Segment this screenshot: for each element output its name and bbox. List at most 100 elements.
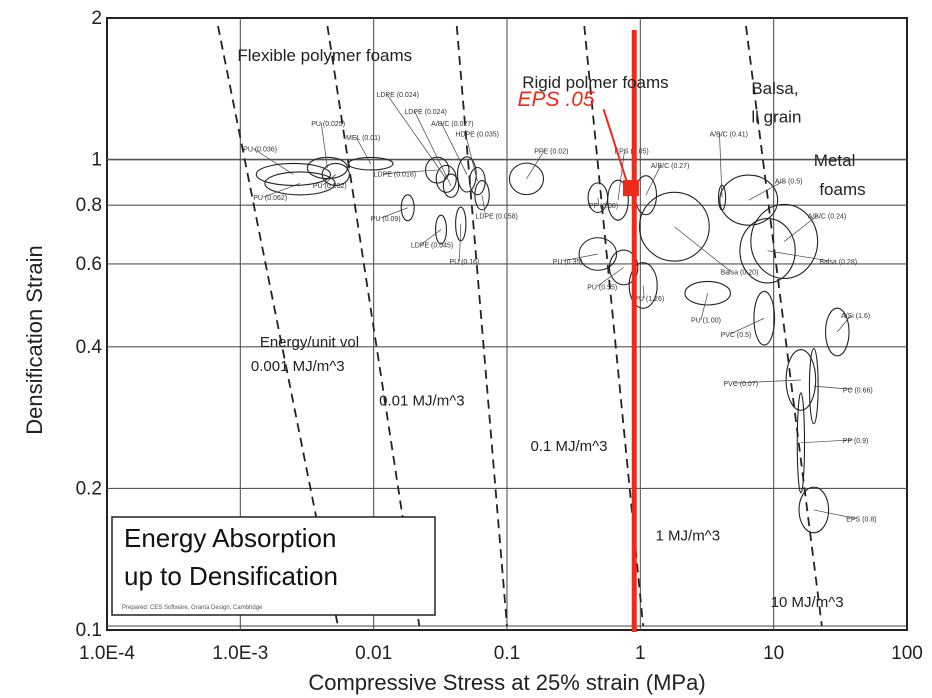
energy-lines: Energy/unit vol 0.001 MJ/m^3 0.01 MJ/m^3 0.… <box>217 25 844 627</box>
material-label: LDPE (0.045) <box>411 243 453 250</box>
y-tick-label: 1 <box>91 150 102 171</box>
energy-line-label: 0.1 MJ/m^3 <box>530 438 607 455</box>
material-label: PU (0.35) <box>553 259 583 266</box>
material-leader <box>784 215 818 242</box>
material-leader <box>813 385 853 390</box>
x-tick-label: 1.0E-3 <box>212 643 268 664</box>
material-leader <box>700 293 709 320</box>
material-label: PVC (0.5) <box>721 332 752 339</box>
material-leader <box>767 250 830 262</box>
material-ellipse <box>719 174 779 226</box>
energy-line-label: 0.01 MJ/m^3 <box>379 393 464 410</box>
material-leader <box>733 379 801 384</box>
energy-line <box>455 25 508 627</box>
material-label: LDPE (0.018) <box>374 172 416 179</box>
material-ellipse <box>456 156 477 193</box>
material-ellipse <box>321 162 350 186</box>
group-label: Rigid polmer foams <box>522 73 668 92</box>
group-labels: Flexible polymer foams Rigid polmer foams… <box>237 46 865 199</box>
x-tick-labels: 1.0E-4 1.0E-3 0.01 0.1 1 10 100 <box>79 643 923 664</box>
material-leader <box>562 253 598 262</box>
y-tick-label: 2 <box>91 8 102 29</box>
material-label: PU (0.062) <box>253 195 287 202</box>
material-leader <box>263 183 301 198</box>
material-leader <box>322 174 337 186</box>
material-label: PVC (0.07) <box>723 381 758 388</box>
group-label: Flexible polymer foams <box>237 46 412 65</box>
x-tick-label: 1 <box>635 643 646 664</box>
material-leader <box>800 439 853 444</box>
material-ellipse <box>684 280 732 306</box>
material-leader <box>674 226 731 272</box>
material-label: HDPE (0.035) <box>455 131 499 138</box>
material-label: EPS (0.05) <box>614 149 648 156</box>
material-ellipse <box>347 156 394 171</box>
material-label: EPS (0.8) <box>846 517 876 524</box>
material-label: A/B/C (0.027) <box>431 121 473 128</box>
material-ellipse <box>435 214 448 245</box>
y-tick-label: 0.2 <box>76 478 102 499</box>
y-tick-label: 0.1 <box>76 620 102 641</box>
material-label: A/B/C (0.27) <box>651 163 690 170</box>
material-ellipse <box>750 203 819 279</box>
title-box: Energy Absorption up to Densification Pr… <box>111 516 436 616</box>
material-ellipse <box>638 191 710 262</box>
material-leader <box>597 267 624 287</box>
x-tick-label: 100 <box>891 643 923 664</box>
material-leader <box>837 315 852 333</box>
material-leader <box>380 207 408 219</box>
y-tick-label: 0.6 <box>76 254 102 275</box>
material-ellipse <box>400 194 415 222</box>
material-label: PU (0.09) <box>371 216 401 223</box>
material-label: PC (0.66) <box>843 387 873 394</box>
material-ellipse <box>628 262 658 309</box>
energy-line <box>326 25 421 627</box>
material-label: Balsa (0.20) <box>721 269 759 276</box>
group-label: ll grain <box>751 107 801 126</box>
material-ellipse <box>587 182 609 214</box>
x-tick-label: 0.1 <box>494 643 520 664</box>
material-ellipses: PU (0.036) PU (0.062) PU (0.025) PU (0.032)… <box>243 92 877 534</box>
y-tick-label: 0.4 <box>76 337 103 358</box>
material-ellipse <box>474 180 490 211</box>
material-leader <box>420 229 442 245</box>
group-label: Balsa, <box>751 79 798 98</box>
material-leader <box>645 164 662 196</box>
material-ellipse <box>455 206 467 242</box>
material-leader <box>730 317 765 335</box>
material-ellipse <box>469 166 486 196</box>
material-label: PP (0.9) <box>843 438 869 445</box>
material-label: PU (0.55) <box>587 284 617 291</box>
material-leader <box>355 136 372 164</box>
material-leader <box>414 110 452 186</box>
highlight-marker <box>622 180 639 197</box>
material-ellipse <box>435 164 457 193</box>
material-label: PU (0.032) <box>313 183 347 190</box>
material-label: PU (0.036) <box>243 147 277 154</box>
material-label: PU (1.26) <box>634 296 664 303</box>
material-ellipse <box>255 162 332 186</box>
x-tick-label: 1.0E-4 <box>79 643 135 664</box>
material-label: A/B/C (0.24) <box>808 213 847 220</box>
material-label: LDPE (0.024) <box>404 109 446 116</box>
group-label: foams <box>819 180 865 199</box>
material-ellipse <box>608 249 639 286</box>
material-label: A/Si (1.6) <box>841 313 870 320</box>
material-label: LDPE (0.024) <box>376 92 418 99</box>
material-label: PPE (0.02) <box>534 149 568 156</box>
energy-line <box>745 25 823 627</box>
material-ellipse <box>824 307 850 357</box>
y-axis-title: Densification Strain <box>22 245 47 435</box>
energy-line-title: Energy/unit vol <box>260 334 359 351</box>
material-leader <box>526 150 545 180</box>
material-label: MEL (0.01) <box>346 135 380 142</box>
x-axis-title: Compressive Stress at 25% strain (MPa) <box>308 670 705 695</box>
eps-highlight: EPS .05 <box>518 30 639 632</box>
material-ellipse <box>798 486 830 534</box>
material-ellipse <box>808 347 819 425</box>
energy-line-label: 0.001 MJ/m^3 <box>251 358 345 375</box>
material-ellipse <box>442 173 460 198</box>
material-leader <box>617 150 625 201</box>
material-leader <box>440 122 468 175</box>
